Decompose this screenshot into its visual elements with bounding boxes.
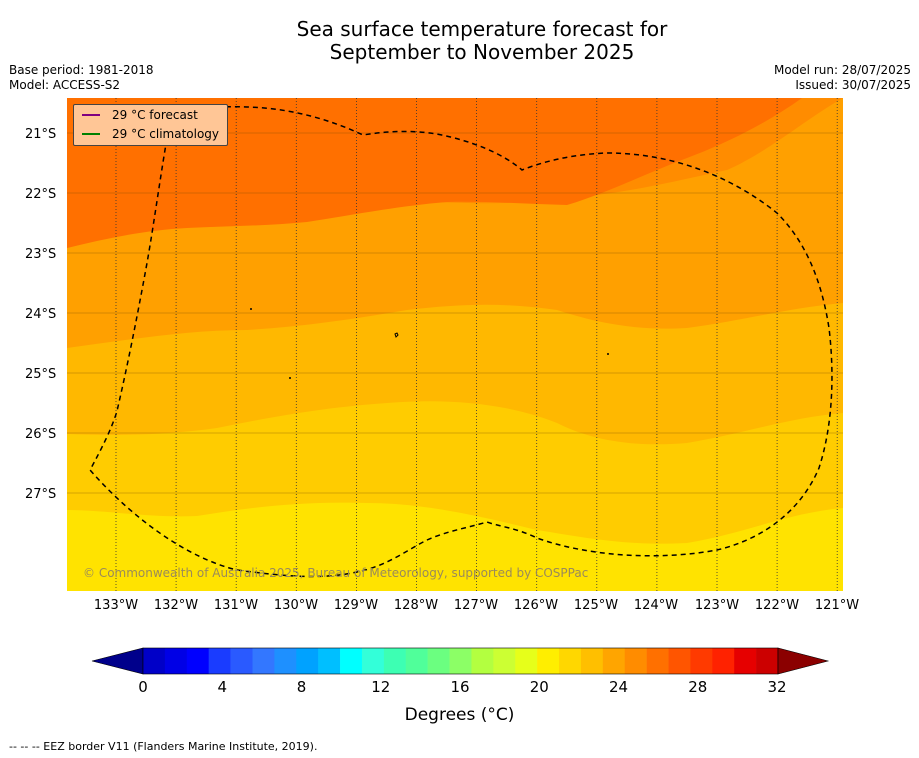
- lon-label-124w: 124°W: [633, 598, 679, 613]
- colorbar-tick-label: 20: [529, 678, 549, 696]
- colorbar-cells: [91, 647, 830, 675]
- legend-forecast: 29 °C forecast: [82, 108, 198, 122]
- island-1: [250, 308, 252, 310]
- colorbar-tick-label: 4: [217, 678, 228, 696]
- island-3: [289, 377, 291, 379]
- colorbar-cell: [712, 648, 735, 674]
- colorbar-cell: [449, 648, 472, 674]
- colorbar-tick-label: 32: [767, 678, 787, 696]
- colorbar-cell: [252, 648, 275, 674]
- climatology-line-swatch: [82, 133, 100, 135]
- lat-label-23s: 23°S: [25, 247, 57, 262]
- colorbar-cell: [537, 648, 560, 674]
- colorbar-tick-label: 0: [138, 678, 148, 696]
- colorbar: [91, 647, 830, 675]
- island-2: [394, 332, 399, 338]
- colorbar-cell: [340, 648, 363, 674]
- legend-forecast-label: 29 °C forecast: [112, 108, 198, 122]
- colorbar-tick-label: 28: [688, 678, 708, 696]
- colorbar-cell: [559, 648, 582, 674]
- meta-right: Model run: 28/07/2025 Issued: 30/07/2025: [774, 63, 911, 93]
- title-line-1: Sea surface temperature forecast for: [296, 17, 668, 41]
- band-dark-orange: [67, 98, 802, 248]
- lon-label-127w: 127°W: [453, 598, 499, 613]
- lat-label-27s: 27°S: [25, 487, 57, 502]
- colorbar-cell: [405, 648, 428, 674]
- colorbar-tick-label: 8: [296, 678, 307, 696]
- colorbar-cell: [471, 648, 494, 674]
- colorbar-cell: [602, 648, 626, 674]
- model-name: Model: ACCESS-S2: [9, 78, 121, 92]
- gridlines: [67, 98, 843, 591]
- colorbar-cell: [690, 648, 713, 674]
- eez-border: [89, 105, 833, 578]
- lon-label-123w: 123°W: [694, 598, 740, 613]
- chart-title: Sea surface temperature forecast for Sep…: [0, 18, 919, 64]
- colorbar-cell: [427, 648, 450, 674]
- colorbar-cell: [164, 648, 188, 674]
- lat-label-24s: 24°S: [25, 307, 57, 322]
- copyright-notice: © Commonwealth of Australia 2025, Bureau…: [83, 566, 589, 580]
- island-4: [607, 353, 609, 355]
- legend-climatology-label: 29 °C climatology: [112, 127, 220, 141]
- sst-contour-map: [67, 98, 843, 591]
- forecast-line-swatch: [82, 114, 100, 116]
- colorbar-tick-label: 16: [450, 678, 470, 696]
- colorbar-cell: [186, 648, 209, 674]
- eez-footnote: -- -- -- EEZ border V11 (Flanders Marine…: [9, 740, 318, 753]
- colorbar-tick-label: 12: [371, 678, 391, 696]
- colorbar-cell: [318, 648, 341, 674]
- colorbar-cell: [208, 648, 231, 674]
- lon-label-125w: 125°W: [573, 598, 619, 613]
- lat-label-26s: 26°S: [25, 427, 57, 442]
- lon-label-131w: 131°W: [213, 598, 259, 613]
- colorbar-arrow-low: [91, 647, 144, 675]
- colorbar-cell: [734, 648, 757, 674]
- lat-label-21s: 21°S: [25, 127, 57, 142]
- lat-label-22s: 22°S: [25, 187, 57, 202]
- colorbar-tick-label: 24: [608, 678, 629, 696]
- colorbar-cell: [361, 648, 385, 674]
- lon-label-122w: 122°W: [754, 598, 800, 613]
- colorbar-label: Degrees (°C): [404, 705, 515, 725]
- colorbar-cell: [756, 648, 779, 674]
- colorbar-cell: [668, 648, 691, 674]
- sst-map: [67, 98, 843, 591]
- colorbar-cell: [493, 648, 516, 674]
- colorbar-cell: [580, 648, 604, 674]
- colorbar-cell: [646, 648, 669, 674]
- base-period: Base period: 1981-2018: [9, 63, 154, 77]
- colorbar-cell: [274, 648, 297, 674]
- colorbar-cell: [515, 648, 538, 674]
- lon-label-133w: 133°W: [93, 598, 139, 613]
- lon-label-129w: 129°W: [333, 598, 379, 613]
- legend-climatology: 29 °C climatology: [82, 127, 219, 141]
- colorbar-cell: [143, 648, 166, 674]
- lon-label-121w: 121°W: [814, 598, 860, 613]
- lon-label-126w: 126°W: [513, 598, 559, 613]
- colorbar-cell: [624, 648, 647, 674]
- lon-label-130w: 130°W: [273, 598, 319, 613]
- colorbar-cell: [296, 648, 319, 674]
- issued-date: Issued: 30/07/2025: [795, 78, 911, 92]
- colorbar-arrow-high: [777, 647, 830, 675]
- colorbar-cell: [230, 648, 253, 674]
- model-run: Model run: 28/07/2025: [773, 63, 911, 77]
- lat-label-25s: 25°S: [25, 367, 57, 382]
- lon-label-132w: 132°W: [153, 598, 199, 613]
- title-line-2: September to November 2025: [329, 40, 635, 64]
- colorbar-cell: [383, 648, 407, 674]
- lon-label-128w: 128°W: [393, 598, 439, 613]
- contour-legend: 29 °C forecast 29 °C climatology: [73, 104, 228, 146]
- meta-left: Base period: 1981-2018 Model: ACCESS-S2: [9, 63, 154, 93]
